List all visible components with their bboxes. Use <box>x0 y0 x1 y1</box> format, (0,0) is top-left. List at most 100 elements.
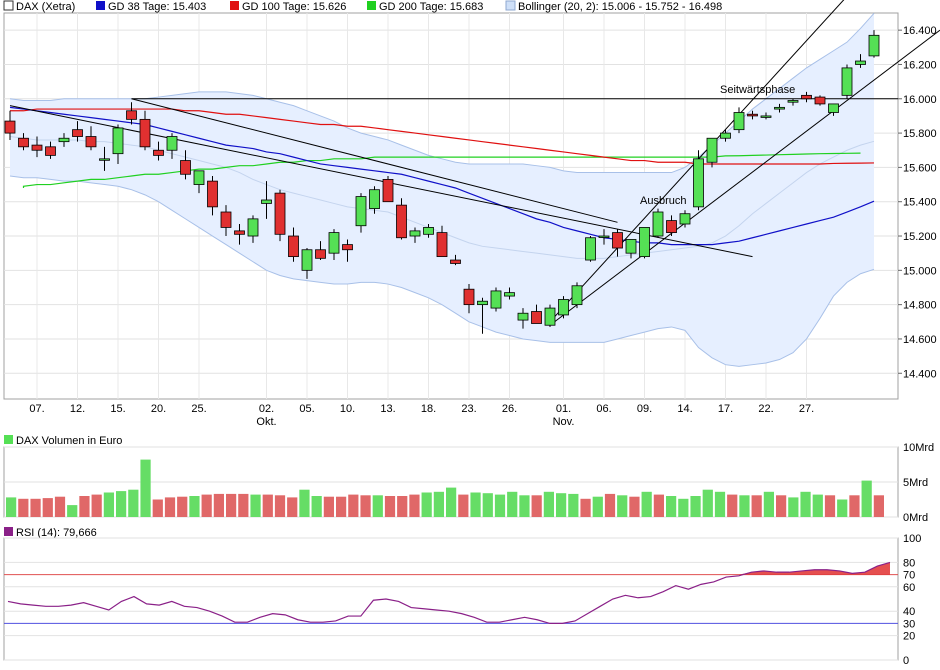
volume-bar <box>751 495 762 517</box>
candle-body <box>18 137 29 148</box>
candle-body <box>450 259 461 264</box>
volume-bar <box>30 498 41 517</box>
volume-bar <box>629 496 640 517</box>
volume-bar <box>103 492 114 517</box>
date-tick-label: 13. <box>380 403 395 415</box>
price-tick-label: 16.000 <box>903 94 937 106</box>
volume-bar <box>470 492 481 517</box>
candle-body <box>531 311 542 324</box>
price-tick-label: 15.400 <box>903 197 937 209</box>
volume-bar <box>433 491 444 517</box>
volume-bar <box>653 494 664 517</box>
candle-body <box>679 213 691 225</box>
volume-bar <box>140 459 151 517</box>
price-tick-label: 14.800 <box>903 300 937 312</box>
candle-body <box>463 288 475 306</box>
annotation-ausbruch: Ausbruch <box>640 195 686 207</box>
date-tick-label: 02. <box>259 403 274 415</box>
candle-body <box>787 100 799 103</box>
volume-bar <box>763 491 774 517</box>
rsi-legend-swatch <box>4 527 13 536</box>
date-tick-label: 06. <box>596 403 611 415</box>
candle-body <box>652 211 664 237</box>
volume-bar <box>678 498 689 517</box>
candle-body <box>31 144 43 151</box>
volume-bar <box>837 499 848 517</box>
volume-bar <box>592 496 603 517</box>
candles <box>4 30 880 334</box>
volume-bar <box>519 495 530 517</box>
volume-bar <box>482 493 493 517</box>
candle-body <box>4 120 16 134</box>
candle-body <box>342 244 353 251</box>
volume-bar <box>617 495 628 517</box>
candle-body <box>328 232 340 254</box>
candle-body <box>868 34 880 57</box>
candle-body <box>423 227 434 235</box>
date-tick-label: 26. <box>502 403 517 415</box>
volume-bar <box>446 487 457 517</box>
candle-body <box>828 103 839 113</box>
volume-bar <box>164 497 176 517</box>
candle-body <box>841 67 853 96</box>
volume-bar <box>849 495 860 517</box>
candle-body <box>855 60 866 65</box>
legend-dax: DAX (Xetra) <box>16 1 75 13</box>
legend-gd200: GD 200 Tage: 15.683 <box>379 1 483 13</box>
volume-bar <box>152 499 163 517</box>
legend-swatch-bollinger <box>505 0 516 11</box>
volume-bar <box>274 495 286 517</box>
date-tick-label: 17. <box>718 403 733 415</box>
volume-bar <box>287 497 298 517</box>
date-tick-label: 10. <box>340 403 355 415</box>
legend: DAX (Xetra) GD 38 Tage: 15.403 GD 100 Ta… <box>3 0 722 13</box>
date-tick-label: 27. <box>799 403 814 415</box>
volume-bar <box>397 496 408 517</box>
candle-body <box>558 299 569 316</box>
volume-bar <box>250 494 261 517</box>
date-tick-label: 14. <box>677 403 692 415</box>
volume-bar <box>348 494 359 517</box>
volume-bar <box>739 495 750 517</box>
candle-body <box>301 249 313 271</box>
volume-bar <box>507 491 518 517</box>
candle-body <box>733 112 745 131</box>
candle-body <box>760 115 772 118</box>
candle-body <box>814 96 826 105</box>
candle-body <box>315 249 326 259</box>
volume-bar <box>262 494 273 517</box>
legend-bollinger: Bollinger (20, 2): 15.006 - 15.752 - 16.… <box>518 1 722 13</box>
volume-bar <box>641 491 652 517</box>
bollinger-fill <box>10 13 874 367</box>
volume-bar <box>116 491 127 517</box>
date-axis: 07. 12. 15. 20. 25. 02.Okt. 05. 10. 13. 18. 23. 26.… <box>29 403 814 428</box>
rsi-tick-label: 30 <box>903 618 915 630</box>
candle-body <box>58 137 70 143</box>
volume-bar <box>824 495 836 517</box>
price-tick-label: 15.600 <box>903 162 937 174</box>
month-label: Okt. <box>256 416 276 428</box>
price-tick-label: 16.400 <box>903 25 937 37</box>
price-axis: 14.400 14.600 14.800 15.000 15.200 15.400 15.6… <box>898 25 937 380</box>
candle-body <box>261 199 272 204</box>
volume-bar <box>543 491 554 517</box>
rsi-tick-label: 0 <box>903 655 909 667</box>
price-tick-label: 15.200 <box>903 231 937 243</box>
candle-body <box>490 290 502 309</box>
gd38-line <box>9 106 875 246</box>
price-tick-label: 15.000 <box>903 265 937 277</box>
candle-body <box>207 180 218 208</box>
volume-bar <box>531 495 542 517</box>
volume-bar <box>79 496 90 517</box>
date-tick-label: 20. <box>151 403 166 415</box>
rsi-tick-label: 40 <box>903 606 915 618</box>
legend-swatch-gd38 <box>96 1 105 10</box>
downtrend-line-2 <box>131 98 618 223</box>
candle-body <box>598 235 610 238</box>
candle-body <box>274 192 286 235</box>
volume-bar <box>6 497 17 517</box>
volume-bar <box>409 494 420 517</box>
volume-bar <box>873 495 884 517</box>
candle-body <box>126 110 137 120</box>
